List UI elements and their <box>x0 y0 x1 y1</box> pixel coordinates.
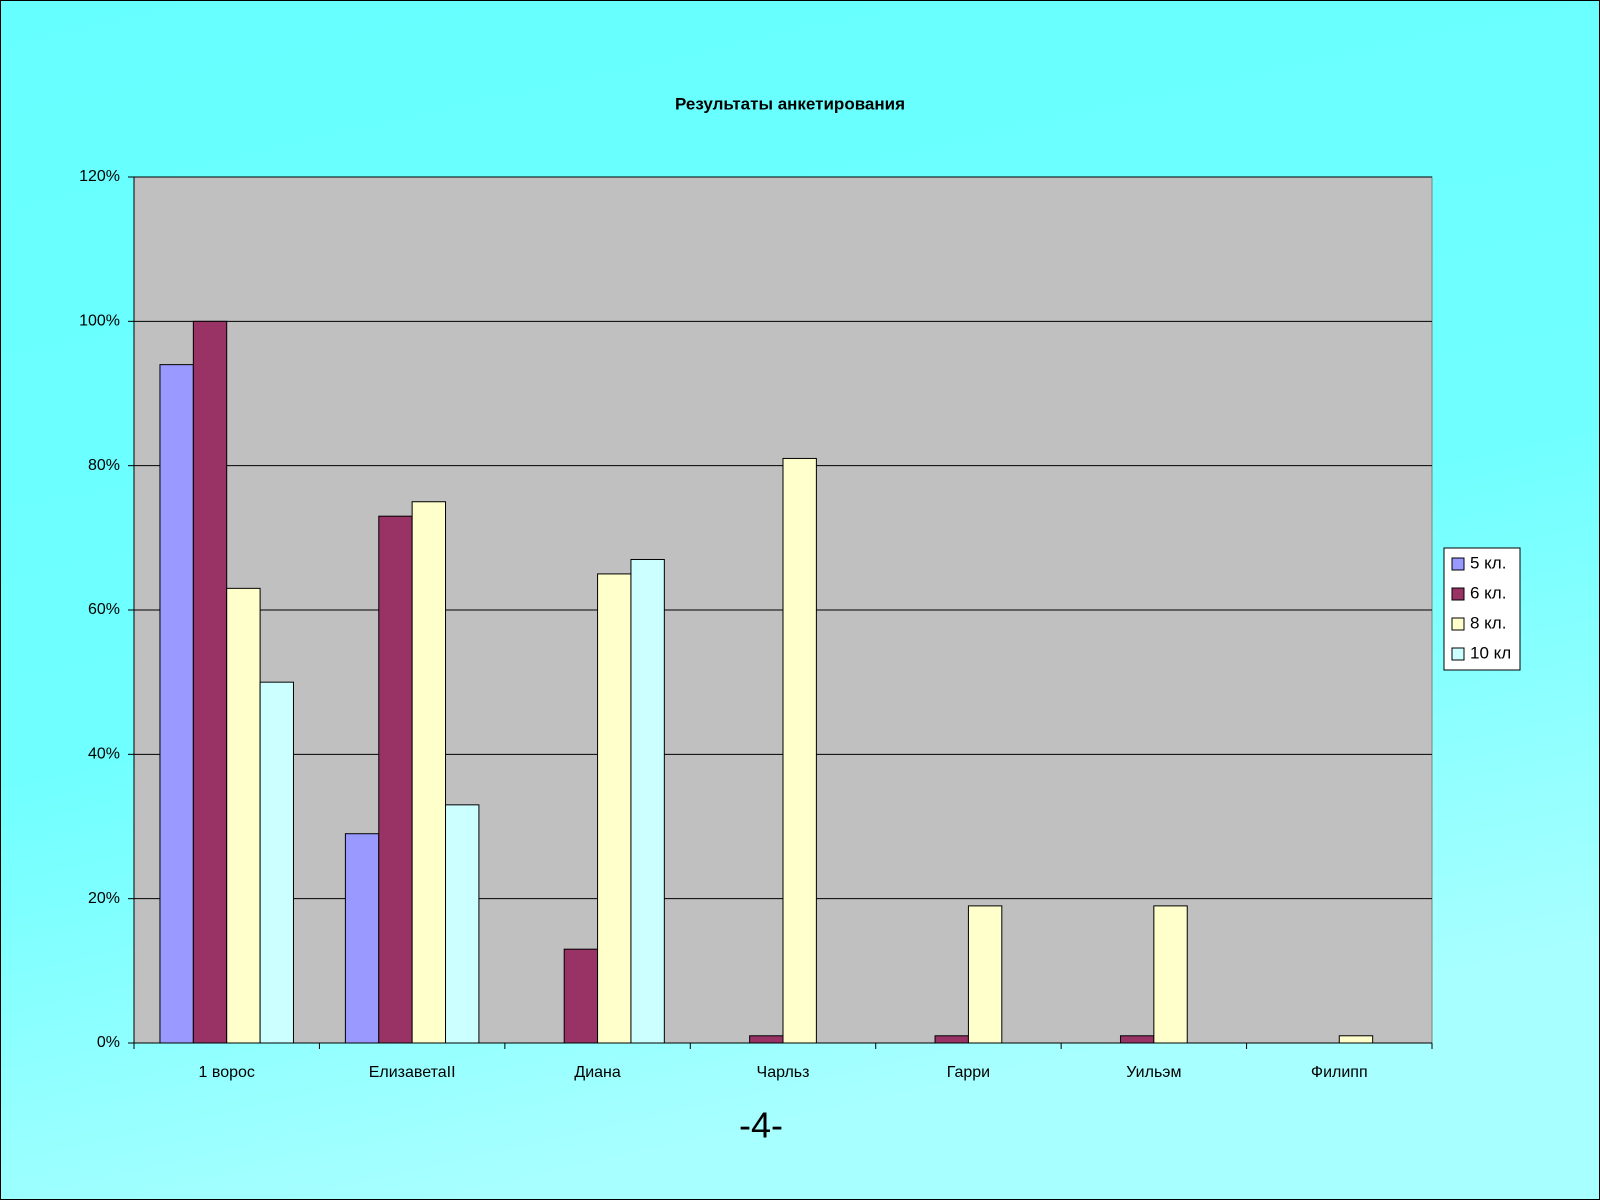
bar <box>749 1035 784 1044</box>
bar <box>1153 905 1188 1044</box>
bar <box>934 1035 969 1044</box>
x-tick-label: 1 ворос <box>199 1064 255 1081</box>
bar <box>967 905 1003 1044</box>
bar <box>344 833 380 1044</box>
legend-label: 8 кл. <box>1470 613 1506 632</box>
legend-swatch <box>1451 617 1465 631</box>
bar <box>597 573 632 1044</box>
legend-swatch <box>1451 557 1465 571</box>
bar <box>378 515 413 1044</box>
y-tick-label: 40% <box>88 746 120 763</box>
y-tick-label: 0% <box>97 1034 120 1051</box>
x-tick-label: Гарри <box>947 1064 990 1081</box>
bar <box>411 501 447 1044</box>
legend-swatch <box>1451 647 1465 661</box>
bar <box>630 558 665 1044</box>
y-tick-label: 60% <box>88 601 120 618</box>
x-tick-label: Диана <box>574 1064 621 1081</box>
y-tick-label: 80% <box>88 457 120 474</box>
bar <box>1338 1035 1374 1044</box>
x-tick-label: ЕлизаветаII <box>369 1064 456 1081</box>
bar <box>159 364 194 1044</box>
chart-title: Результаты анкетирования <box>675 94 905 113</box>
legend-label: 10 кл <box>1470 643 1511 662</box>
y-tick-label: 120% <box>79 168 120 185</box>
y-tick-label: 20% <box>88 890 120 907</box>
bar <box>226 587 261 1044</box>
footer: -4- <box>739 1105 783 1146</box>
x-tick-label: Уильэм <box>1126 1064 1181 1081</box>
bar <box>782 457 817 1044</box>
legend-swatch <box>1451 587 1465 601</box>
bar <box>192 320 228 1044</box>
legend-label: 6 кл. <box>1470 583 1506 602</box>
x-tick-label: Филипп <box>1311 1064 1368 1081</box>
bar <box>259 681 294 1044</box>
legend-label: 5 кл. <box>1470 553 1506 572</box>
bar <box>1119 1035 1155 1044</box>
bar <box>445 804 480 1044</box>
x-tick-label: Чарльз <box>757 1064 810 1081</box>
bar <box>563 948 599 1044</box>
y-tick-label: 100% <box>79 313 120 330</box>
